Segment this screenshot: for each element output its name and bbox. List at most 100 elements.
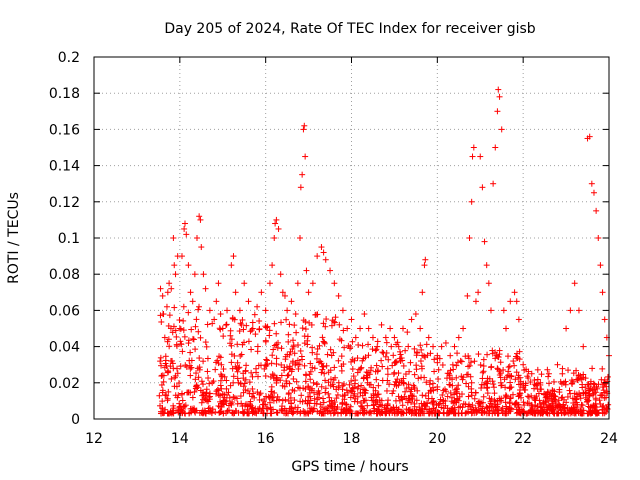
band-point — [206, 396, 213, 403]
band-point — [173, 341, 180, 348]
band-point — [559, 370, 566, 377]
data-point — [331, 280, 338, 287]
band-point — [291, 397, 298, 404]
band-point — [512, 401, 519, 408]
band-point — [496, 395, 503, 402]
data-point — [590, 189, 597, 196]
band-point — [239, 316, 246, 323]
band-point — [480, 362, 487, 369]
band-point — [395, 393, 402, 400]
band-point — [217, 392, 224, 399]
data-point — [249, 325, 256, 332]
band-point — [195, 328, 202, 335]
band-point — [406, 368, 413, 375]
band-point — [565, 367, 572, 374]
band-point — [188, 326, 195, 333]
data-point — [485, 280, 492, 287]
band-point — [411, 371, 418, 378]
band-point — [159, 372, 166, 379]
band-point — [590, 390, 597, 397]
band-point — [603, 394, 610, 401]
data-point — [595, 235, 602, 241]
band-point — [579, 384, 586, 391]
data-point — [425, 334, 432, 341]
band-point — [315, 387, 322, 394]
band-point — [266, 399, 273, 406]
band-point — [341, 407, 348, 414]
band-point — [370, 390, 377, 397]
band-point — [309, 349, 316, 356]
band-point — [465, 383, 472, 390]
band-point — [382, 353, 389, 360]
band-point — [465, 393, 472, 400]
band-point — [323, 316, 330, 323]
data-point — [472, 298, 479, 305]
band-point — [525, 368, 532, 375]
band-point — [324, 351, 331, 358]
band-point — [192, 346, 199, 353]
band-point — [348, 377, 355, 384]
band-point — [170, 323, 177, 330]
band-point — [446, 370, 453, 377]
band-point — [254, 389, 261, 396]
band-point — [273, 376, 280, 383]
band-point — [456, 393, 463, 400]
data-point — [495, 86, 502, 93]
band-point — [307, 360, 314, 367]
data-point — [159, 292, 166, 299]
band-point — [507, 384, 514, 391]
data-point — [483, 262, 490, 269]
data-point — [194, 235, 200, 241]
band-point — [363, 374, 370, 381]
data-point — [281, 292, 288, 299]
data-point — [339, 307, 346, 314]
band-point — [383, 387, 390, 394]
band-point — [599, 403, 606, 410]
band-point — [526, 393, 533, 400]
band-point — [320, 363, 327, 370]
band-point — [286, 351, 293, 358]
band-point — [326, 408, 333, 415]
band-point — [336, 336, 343, 343]
data-point — [412, 311, 419, 318]
band-point — [187, 372, 194, 379]
band-point — [177, 363, 184, 370]
band-point — [206, 380, 213, 387]
band-point — [486, 375, 493, 382]
band-point — [302, 378, 309, 385]
band-point — [325, 390, 332, 397]
band-point — [237, 320, 244, 327]
band-point — [341, 391, 348, 398]
band-point — [315, 359, 322, 366]
y-tick-label: 0.2 — [58, 50, 80, 66]
band-point — [438, 404, 445, 411]
band-point — [261, 365, 268, 372]
band-point — [228, 336, 235, 343]
band-point — [492, 355, 499, 362]
data-point — [511, 289, 518, 296]
band-point — [164, 397, 171, 404]
band-point — [524, 410, 531, 417]
band-point — [328, 352, 335, 359]
band-point — [467, 359, 474, 366]
data-point — [161, 334, 168, 341]
band-point — [186, 410, 193, 417]
data-point — [599, 289, 606, 296]
band-point — [564, 393, 571, 400]
band-point — [331, 319, 338, 326]
band-point — [402, 347, 409, 354]
band-point — [492, 398, 499, 405]
data-point — [198, 244, 205, 251]
band-point — [274, 393, 281, 400]
data-point — [170, 235, 177, 241]
band-point — [279, 403, 286, 410]
band-point — [160, 378, 167, 385]
band-point — [290, 337, 297, 344]
data-point — [171, 262, 178, 269]
band-point — [233, 365, 240, 372]
band-point — [492, 349, 499, 356]
band-point — [551, 392, 558, 399]
data-point — [320, 249, 327, 256]
data-point — [200, 271, 207, 278]
band-point — [339, 382, 346, 389]
